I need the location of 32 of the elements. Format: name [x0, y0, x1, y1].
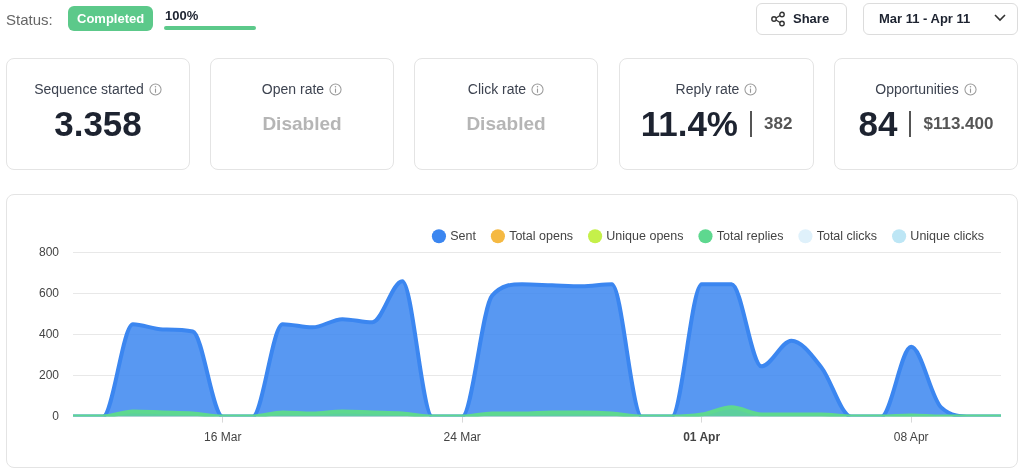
- text: 11.4%: [640, 104, 738, 143]
- text: Mar 11 - Apr 11: [879, 11, 971, 26]
- legend-label: Total clicks: [816, 228, 878, 243]
- category-label: Sequence started: [34, 81, 144, 97]
- text: Disabled: [262, 113, 342, 134]
- y-tick-label: 600: [38, 285, 60, 300]
- y-tick-label: 200: [38, 367, 60, 382]
- y-tick-label: 0: [52, 408, 60, 423]
- text: 3.358: [54, 104, 142, 143]
- legend-label: Total opens: [509, 228, 574, 243]
- text: 84: [858, 104, 898, 143]
- text: 382: [763, 114, 793, 133]
- text: $113.400: [923, 114, 994, 133]
- legend-label: Unique clicks: [910, 228, 984, 243]
- text: Status:: [6, 11, 53, 28]
- category-label: Open rate: [261, 81, 325, 97]
- category-label: Opportunities: [875, 81, 959, 97]
- x-tick-label: 24 Mar: [443, 430, 481, 445]
- legend-label: Unique opens: [606, 228, 684, 243]
- y-tick-label: 800: [38, 244, 60, 259]
- category-label: Click rate: [467, 81, 527, 97]
- text: Disabled: [466, 113, 546, 134]
- category-label: Reply rate: [675, 81, 740, 97]
- text: Completed: [68, 6, 154, 31]
- x-tick-label: 01 Apr: [683, 430, 721, 445]
- legend-label: Total replies: [716, 228, 784, 243]
- y-tick-label: 400: [38, 326, 60, 341]
- text: 100%: [165, 8, 199, 23]
- x-tick-label: 16 Mar: [204, 430, 242, 445]
- x-tick-label: 08 Apr: [893, 430, 929, 445]
- text: Share: [793, 11, 830, 26]
- legend-label: Sent: [450, 228, 477, 243]
